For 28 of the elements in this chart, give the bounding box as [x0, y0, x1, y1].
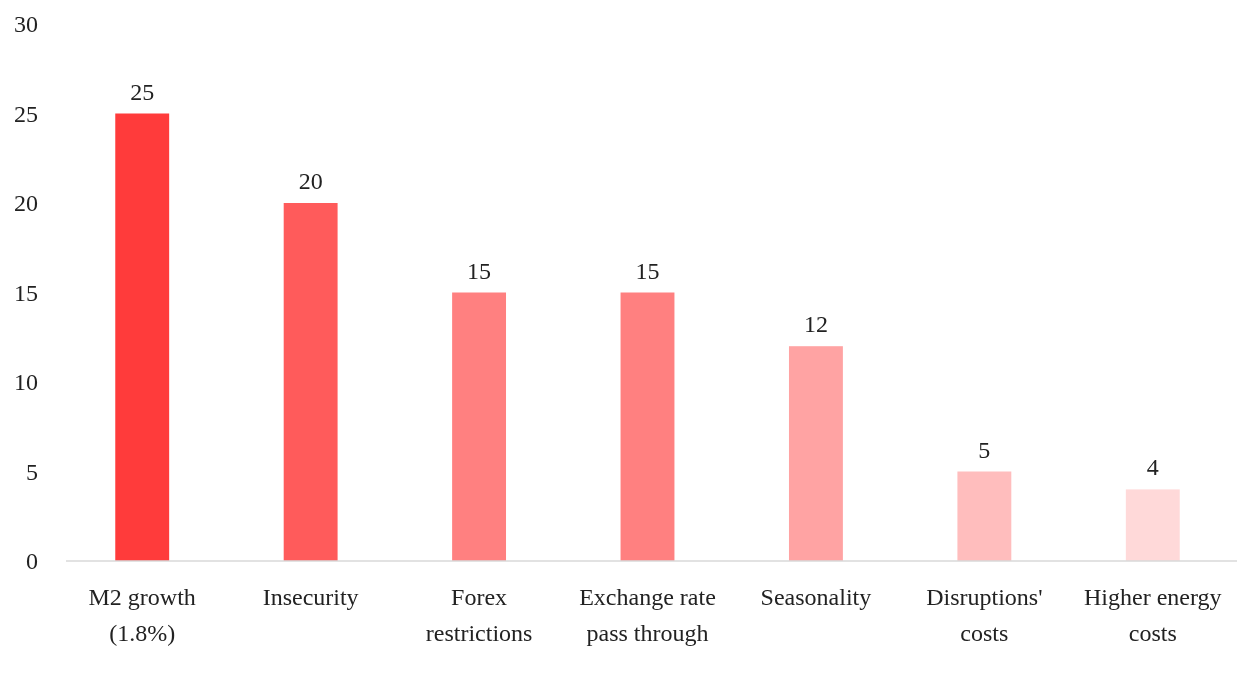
x-tick-label: Disruptions' costs: [926, 584, 1043, 646]
y-tick-label: 30: [14, 11, 38, 38]
y-tick-label: 20: [14, 190, 38, 217]
bar: [115, 113, 170, 561]
y-tick-label: 10: [14, 369, 38, 396]
bar: [788, 346, 843, 561]
y-tick-label: 25: [14, 100, 38, 127]
data-label: 25: [130, 78, 155, 105]
data-label: 12: [803, 311, 828, 338]
x-tick-label: M2 growth (1.8%): [88, 584, 196, 646]
data-label: 15: [635, 257, 660, 284]
data-label: 4: [1146, 454, 1159, 481]
x-tick-label: Higher energy costs: [1084, 584, 1222, 646]
bar: [957, 471, 1012, 561]
x-tick-label: Forex restrictions: [425, 584, 533, 646]
data-label: 5: [978, 436, 991, 463]
y-tick-label: 0: [26, 548, 38, 575]
x-tick-label: Insecurity: [262, 584, 359, 610]
bar: [283, 203, 338, 561]
data-label: 20: [298, 168, 323, 194]
bar: [620, 292, 675, 561]
bar: [452, 292, 507, 561]
y-tick-label: 5: [26, 458, 38, 485]
y-tick-label: 15: [14, 279, 38, 306]
data-label: 15: [467, 257, 492, 284]
x-tick-label: Exchange rate pass through: [579, 584, 716, 646]
x-tick-label: Seasonality: [760, 584, 872, 610]
bar: [1125, 489, 1180, 561]
